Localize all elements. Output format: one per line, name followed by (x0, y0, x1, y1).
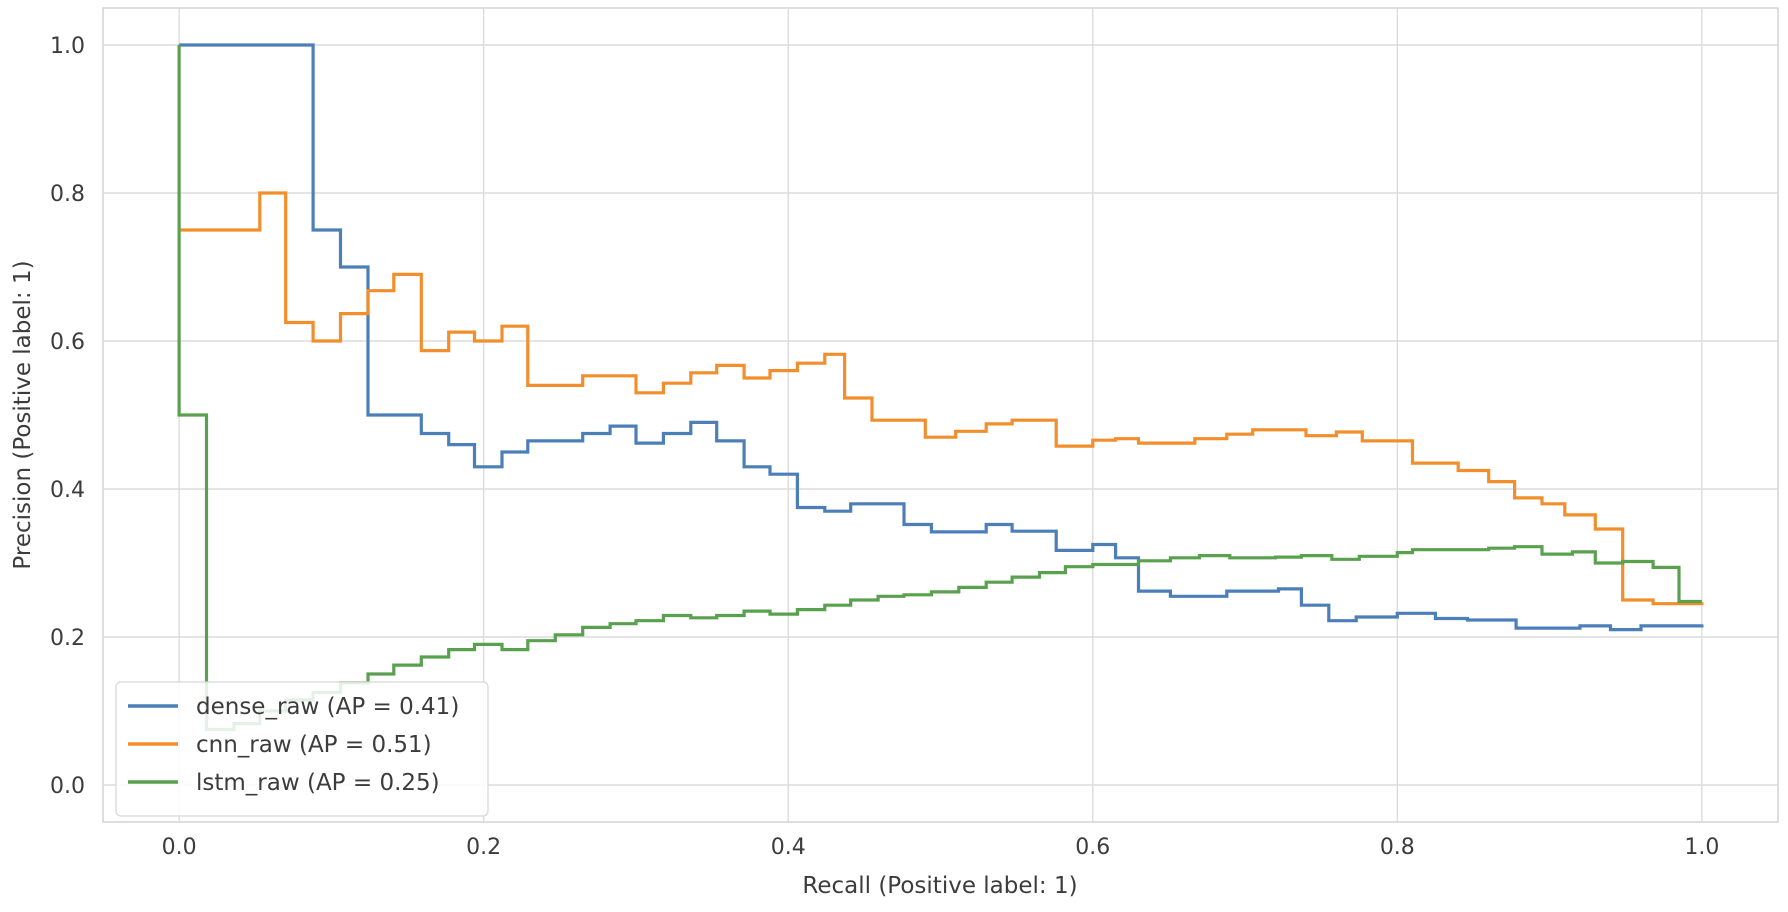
legend-box (115, 681, 489, 817)
x-tick-label: 0.4 (771, 835, 806, 860)
y-tick-label: 1.0 (50, 34, 85, 59)
series-lines (177, 43, 1704, 732)
y-axis-label: Precision (Positive label: 1) (10, 260, 36, 569)
y-tick-label: 0.6 (50, 330, 85, 355)
legend-label: cnn_raw (AP = 0.51) (196, 732, 432, 758)
y-tick-label: 0.8 (50, 182, 85, 207)
y-tick-label: 0.4 (50, 478, 85, 503)
x-tick-label: 1.0 (1684, 835, 1719, 860)
x-axis-label: Recall (Positive label: 1) (802, 873, 1077, 899)
series-line-1 (179, 43, 1704, 632)
legend-label: dense_raw (AP = 0.41) (196, 694, 459, 720)
series-line-3 (177, 45, 1702, 732)
x-tick-label: 0.8 (1380, 835, 1415, 860)
x-tick-label: 0.2 (466, 835, 501, 860)
legend: dense_raw (AP = 0.41) cnn_raw (AP = 0.51)… (115, 681, 489, 817)
tick-labels: 0.0 0.2 0.4 0.6 0.8 1.0 0.0 0.2 0.4 0.6 0.8 1.0 (50, 34, 1719, 860)
y-tick-label: 0.2 (50, 626, 85, 651)
series-line-2 (179, 191, 1704, 606)
x-tick-label: 0.6 (1075, 835, 1110, 860)
y-tick-label: 0.0 (50, 774, 85, 799)
x-tick-label: 0.0 (162, 835, 197, 860)
legend-label: lstm_raw (AP = 0.25) (196, 770, 440, 796)
